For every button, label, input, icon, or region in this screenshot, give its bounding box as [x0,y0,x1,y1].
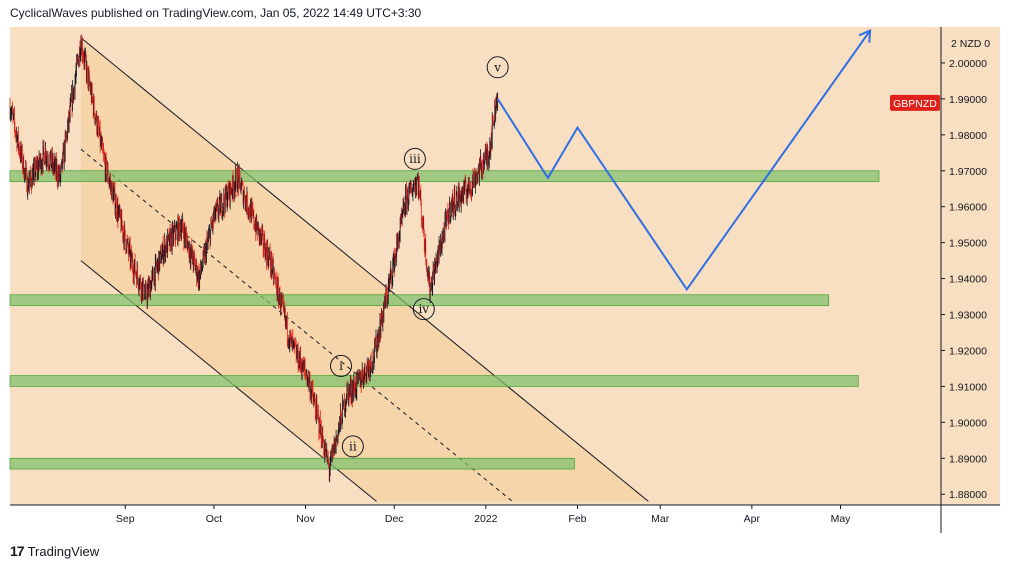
price-tick-label: 1.88000 [949,489,987,501]
wave-label-ii[interactable]: ii [341,435,364,458]
projection-arrowhead [858,29,872,43]
wave-label-v[interactable]: v [486,56,509,79]
symbol-badge: GBPNZD [890,94,940,111]
wave-label-text: ii [349,439,357,453]
price-tick-label: 1.98000 [949,130,987,142]
price-tick-label: 1.90000 [949,417,987,429]
time-tick-label: May [831,513,852,525]
time-tick-label: Dec [385,513,404,525]
time-tick-label: 2022 [474,513,498,525]
projection-path[interactable] [496,30,871,292]
wave-label-text: iii [409,152,421,166]
price-axis-background [941,27,1000,505]
price-tick-label: 1.99000 [949,94,987,106]
price-tick-label: 1.94000 [949,274,987,286]
price-tick-label: 1.91000 [949,381,987,393]
publish-header: CyclicalWaves published on TradingView.c… [10,6,422,20]
time-tick-label: Oct [206,513,222,525]
wave-label-text: v [493,60,501,74]
wave-label-text: iv [418,302,429,316]
support-resistance-zone[interactable] [9,375,859,387]
channel-mid-line[interactable] [80,148,513,502]
time-tick-label: Apr [744,513,761,525]
tradingview-brand: TradingView [27,543,100,559]
wave-label-circle [330,354,353,377]
price-tick-label: 1.93000 [949,310,987,322]
wave-label-circle [403,147,426,170]
support-resistance-zone[interactable] [9,457,575,470]
wave-label-text: i [339,359,343,373]
wave-label-circle [341,435,364,458]
support-resistance-zone[interactable] [9,170,880,182]
wave-label-i[interactable]: i [330,354,353,377]
wave-label-circle [412,298,435,321]
wave-label-iv[interactable]: iv [412,298,435,321]
price-axis-unit: 2 NZD 0 [951,38,990,50]
time-tick-label: Sep [116,513,135,525]
time-tick-label: Nov [296,513,315,525]
price-tick-label: 2.00000 [949,58,987,70]
symbol-badge-bg [890,94,940,111]
price-tick-label: 1.96000 [949,202,987,214]
channel-upper-line[interactable] [80,37,649,502]
time-tick-label: Feb [568,513,586,525]
price-tick-label: 1.97000 [949,166,987,178]
tradingview-logo-icon: 17 [10,543,25,559]
symbol-badge-text: GBPNZD [893,98,937,110]
price-tick-label: 1.89000 [949,453,987,465]
wave-label-circle [486,56,509,79]
wave-label-iii[interactable]: iii [403,147,426,170]
tradingview-footer: 17 TradingView [10,541,99,561]
support-resistance-zone[interactable] [9,294,830,306]
time-tick-label: Mar [651,513,670,525]
price-tick-label: 1.92000 [949,345,987,357]
price-tick-label: 1.95000 [949,238,987,250]
